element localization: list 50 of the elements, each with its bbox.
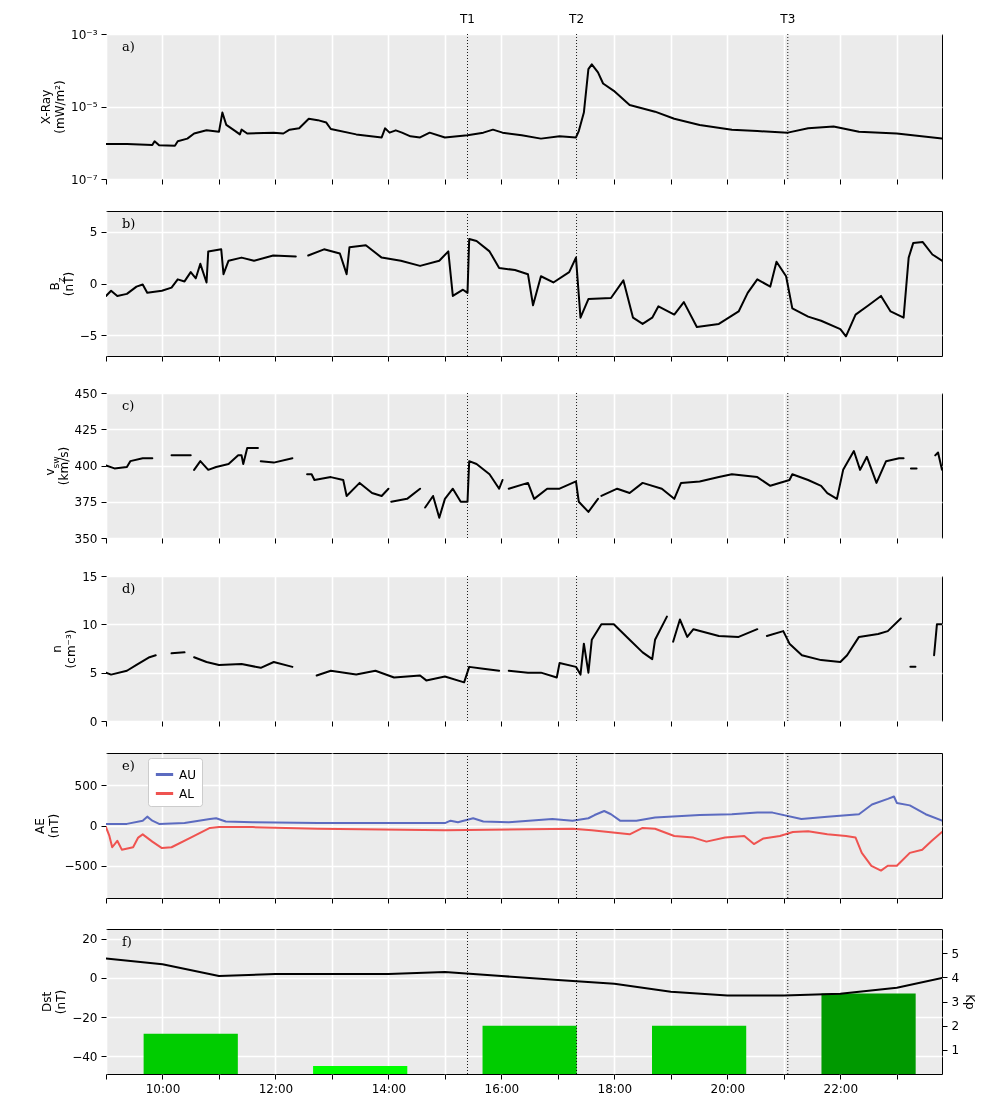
y-tick-label: 10⁻³ xyxy=(71,27,98,42)
legend-label: AL xyxy=(179,786,195,801)
y2-axis-title: Kp xyxy=(963,994,978,1010)
y2-tick-label: 4 xyxy=(951,970,960,985)
annotation: e) xyxy=(122,758,135,773)
y-axis-title: AE (nT) xyxy=(32,813,61,839)
ref-line-label: T1 xyxy=(459,12,475,26)
y-tick-label: 15 xyxy=(82,569,98,584)
y2-tick-label: 5 xyxy=(951,946,960,961)
x-tick-label: 10:00 xyxy=(145,1081,181,1096)
y-tick-label: 350 xyxy=(74,531,98,546)
y-axis-title: n (cm⁻³) xyxy=(50,629,79,669)
y-tick-label: 400 xyxy=(74,459,98,473)
ref-line-label: T2 xyxy=(568,12,585,26)
y-tick-label: −40 xyxy=(72,1049,98,1064)
y-tick-label: −20 xyxy=(72,1010,98,1025)
y2-tick-label: 2 xyxy=(951,1019,960,1034)
x-tick-label: 14:00 xyxy=(371,1081,407,1096)
x-tick-label: 12:00 xyxy=(258,1081,294,1096)
y-tick-label: 500 xyxy=(74,778,98,793)
ref-line-label: T3 xyxy=(779,12,796,26)
y-tick-label: 5 xyxy=(89,225,98,240)
y-tick-label: 425 xyxy=(74,422,98,437)
y-tick-label: 450 xyxy=(74,386,98,401)
y-tick-label: 10⁻⁷ xyxy=(71,172,98,187)
legend-label: AU xyxy=(179,767,196,782)
y-tick-label: 5 xyxy=(89,666,98,681)
x-tick-label: 22:00 xyxy=(823,1081,859,1096)
y-tick-label: 375 xyxy=(74,495,98,510)
y-tick-label: 0 xyxy=(89,714,98,729)
y-axis-title: X-Ray (mW/m²) xyxy=(39,80,68,134)
annotation: f) xyxy=(122,934,132,949)
y-tick-label: 20 xyxy=(82,932,98,947)
annotation: c) xyxy=(122,398,135,413)
y2-tick-label: 1 xyxy=(951,1043,960,1058)
y-tick-label: 0 xyxy=(89,819,98,833)
x-tick-label: 18:00 xyxy=(597,1081,633,1096)
y-tick-label: −5 xyxy=(79,328,98,343)
annotation: a) xyxy=(122,39,135,54)
x-tick-label: 20:00 xyxy=(710,1081,746,1096)
y-tick-label: −500 xyxy=(64,859,98,874)
y-axis-title: Dst (nT) xyxy=(40,989,69,1015)
y2-tick-label: 3 xyxy=(951,995,960,1009)
annotation: b) xyxy=(122,216,136,231)
y-tick-label: 10⁻⁵ xyxy=(71,100,98,114)
y-tick-label: 0 xyxy=(89,971,98,986)
y-tick-label: 0 xyxy=(89,277,98,291)
annotation: d) xyxy=(122,581,136,596)
x-tick-label: 16:00 xyxy=(484,1081,520,1096)
y-tick-label: 10 xyxy=(82,617,98,632)
